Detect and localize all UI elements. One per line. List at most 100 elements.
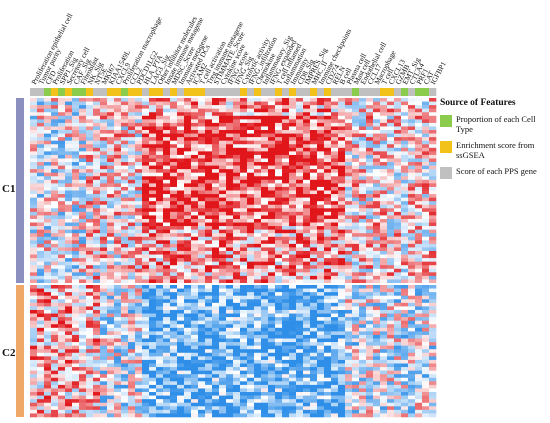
heatmap-cell [79,240,87,245]
heatmap-cell [51,154,59,159]
heatmap-cell [79,162,87,166]
heatmap-cell [247,169,255,174]
heatmap-cell [233,306,241,311]
heatmap-cell [401,377,409,382]
heatmap-cell [380,112,388,117]
heatmap-cell [128,126,136,131]
heatmap-cell [149,215,157,220]
heatmap-cell [93,327,101,332]
heatmap-cell [226,279,234,284]
heatmap-cell [58,261,66,266]
heatmap-cell [128,151,136,156]
heatmap-cell [324,226,332,230]
heatmap-cell [114,186,122,191]
heatmap-cell [310,374,318,379]
heatmap-cell [72,119,80,124]
heatmap-cell [107,352,115,357]
heatmap-cell [240,345,248,350]
heatmap-cell [275,233,283,238]
heatmap-cell [401,172,409,177]
heatmap-cell [51,158,59,163]
heatmap-cell [198,197,206,202]
heatmap-cell [233,98,241,102]
heatmap-cell [170,268,178,273]
heatmap-cell [429,292,437,297]
heatmap-cell [296,258,304,262]
heatmap-cell [296,392,304,396]
heatmap-cell [114,363,122,368]
heatmap-cell [373,236,381,241]
heatmap-cell [373,222,381,227]
heatmap-cell [128,122,136,127]
heatmap-cell [93,338,101,343]
heatmap-cell [128,299,136,304]
heatmap-cell [422,395,430,400]
heatmap-cell [191,247,199,252]
heatmap-cell [296,229,304,234]
heatmap-cell [142,186,150,191]
heatmap-cell [163,226,171,230]
heatmap-cell [394,313,402,318]
heatmap-cell [79,233,87,238]
heatmap-cell [380,299,388,304]
heatmap-cell [114,130,122,134]
heatmap-cell [338,126,346,131]
heatmap-cell [135,388,143,393]
heatmap-cell [338,236,346,241]
heatmap-cell [261,377,269,382]
heatmap-cell [415,381,423,386]
heatmap-cell [107,204,115,209]
heatmap-cell [51,194,59,198]
heatmap-cell [72,285,80,289]
heatmap-cell [345,140,353,145]
heatmap-cell [331,288,339,293]
heatmap-cell [366,218,374,223]
heatmap-cell [429,169,437,174]
heatmap-cell [100,317,108,321]
heatmap-cell [212,285,220,289]
heatmap-cell [401,126,409,131]
heatmap-cell [268,258,276,262]
heatmap-cell [331,275,339,280]
heatmap-cell [247,215,255,220]
heatmap-cell [366,349,374,354]
heatmap-cell [408,154,416,159]
heatmap-cell [359,272,367,277]
heatmap-cell [275,105,283,109]
heatmap-cell [198,190,206,195]
heatmap-cell [51,381,59,386]
heatmap-cell [226,115,234,120]
heatmap-cell [212,229,220,234]
heatmap-cell [135,247,143,252]
heatmap-cell [261,331,269,336]
heatmap-cell [156,201,164,206]
heatmap-cell [191,158,199,163]
heatmap-cell [128,233,136,238]
heatmap-cell [408,194,416,198]
heatmap-cell [198,215,206,220]
heatmap-cell [184,151,192,156]
heatmap-cell [219,250,227,255]
heatmap-cell [51,384,59,389]
heatmap-cell [233,254,241,259]
heatmap-cell [128,345,136,350]
heatmap-cell [282,243,290,248]
heatmap-cell [394,327,402,332]
heatmap-cell [114,279,122,284]
heatmap-cell [149,306,157,311]
heatmap-cell [44,186,52,191]
heatmap-cell [331,309,339,314]
heatmap-cell [275,324,283,329]
heatmap-cell [191,268,199,273]
heatmap-cell [198,299,206,304]
heatmap-cell [58,183,66,188]
heatmap-cell [324,133,332,138]
heatmap-cell [429,384,437,389]
heatmap-cell [303,162,311,166]
heatmap-cell [79,279,87,284]
heatmap-cell [44,243,52,248]
heatmap-cell [156,236,164,241]
heatmap-cell [219,254,227,259]
heatmap-cell [184,324,192,329]
heatmap-cell [58,140,66,145]
